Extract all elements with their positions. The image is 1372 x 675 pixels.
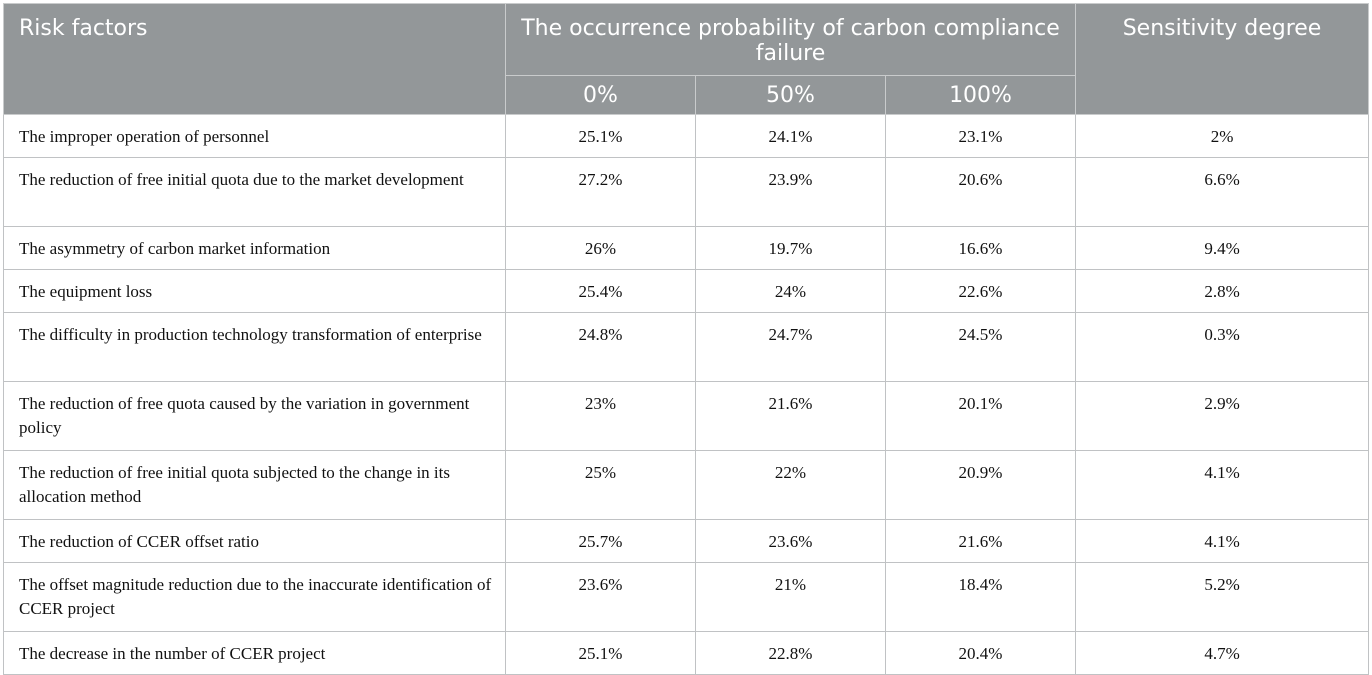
header-probability-group: The occurrence probability of carbon com… [504, 3, 1077, 76]
probability-0-cell: 24.8% [505, 312, 696, 382]
risk-factor-cell: The improper operation of personnel [3, 114, 506, 158]
table-row: The decrease in the number of CCER proje… [3, 631, 1370, 675]
table-row: The asymmetry of carbon market informati… [3, 226, 1370, 270]
probability-50-cell: 24.1% [695, 114, 886, 158]
risk-factor-cell: The decrease in the number of CCER proje… [3, 631, 506, 675]
sensitivity-cell: 2.8% [1075, 269, 1370, 313]
sensitivity-cell: 2.9% [1075, 381, 1370, 451]
table-row: The reduction of CCER offset ratio 25.7%… [3, 519, 1370, 563]
probability-100-cell: 18.4% [884, 562, 1077, 632]
probability-0-cell: 25.4% [505, 269, 696, 313]
probability-100-cell: 20.6% [884, 157, 1077, 227]
probability-100-cell: 22.6% [884, 269, 1077, 313]
risk-factor-cell: The reduction of free quota caused by th… [3, 381, 506, 451]
probability-50-cell: 21% [695, 562, 886, 632]
probability-50-cell: 24% [695, 269, 886, 313]
risk-sensitivity-table: Risk factors The occurrence probability … [3, 3, 1370, 675]
probability-0-cell: 25% [505, 450, 696, 520]
probability-0-cell: 23% [505, 381, 696, 451]
probability-100-cell: 24.5% [884, 312, 1077, 382]
probability-100-cell: 20.4% [884, 631, 1077, 675]
table-row: The reduction of free initial quota subj… [3, 450, 1370, 520]
table-row: The improper operation of personnel 25.1… [3, 114, 1370, 158]
probability-0-cell: 25.1% [505, 631, 696, 675]
header-risk-factors: Risk factors [3, 3, 506, 115]
sensitivity-cell: 4.7% [1075, 631, 1370, 675]
risk-factor-cell: The reduction of CCER offset ratio [3, 519, 506, 563]
probability-50-cell: 24.7% [695, 312, 886, 382]
risk-factor-cell: The reduction of free initial quota due … [3, 157, 506, 227]
risk-factor-cell: The difficulty in production technology … [3, 312, 506, 382]
probability-100-cell: 16.6% [884, 226, 1077, 270]
probability-0-cell: 25.1% [505, 114, 696, 158]
probability-0-cell: 25.7% [505, 519, 696, 563]
table-row: The difficulty in production technology … [3, 312, 1370, 382]
header-level-0: 0% [505, 75, 696, 115]
probability-50-cell: 23.9% [695, 157, 886, 227]
header-level-100: 100% [884, 75, 1077, 115]
probability-50-cell: 23.6% [695, 519, 886, 563]
sensitivity-cell: 4.1% [1075, 450, 1370, 520]
sensitivity-cell: 5.2% [1075, 562, 1370, 632]
probability-50-cell: 21.6% [695, 381, 886, 451]
probability-100-cell: 21.6% [884, 519, 1077, 563]
probability-50-cell: 22% [695, 450, 886, 520]
probability-50-cell: 19.7% [695, 226, 886, 270]
probability-100-cell: 23.1% [884, 114, 1077, 158]
table-row: The reduction of free initial quota due … [3, 157, 1370, 227]
table-header: Risk factors The occurrence probability … [3, 3, 1370, 115]
risk-factor-cell: The asymmetry of carbon market informati… [3, 226, 506, 270]
table-row: The equipment loss 25.4% 24% 22.6% 2.8% [3, 269, 1370, 313]
header-sensitivity: Sensitivity degree [1075, 3, 1370, 115]
probability-100-cell: 20.1% [884, 381, 1077, 451]
risk-factor-cell: The reduction of free initial quota subj… [3, 450, 506, 520]
table-row: The reduction of free quota caused by th… [3, 381, 1370, 451]
sensitivity-cell: 0.3% [1075, 312, 1370, 382]
probability-0-cell: 26% [505, 226, 696, 270]
probability-50-cell: 22.8% [695, 631, 886, 675]
sensitivity-cell: 9.4% [1075, 226, 1370, 270]
probability-0-cell: 23.6% [505, 562, 696, 632]
table-row: The offset magnitude reduction due to th… [3, 562, 1370, 632]
probability-100-cell: 20.9% [884, 450, 1077, 520]
sensitivity-cell: 6.6% [1075, 157, 1370, 227]
header-level-50: 50% [695, 75, 886, 115]
sensitivity-cell: 2% [1075, 114, 1370, 158]
sensitivity-cell: 4.1% [1075, 519, 1370, 563]
probability-0-cell: 27.2% [505, 157, 696, 227]
risk-factor-cell: The offset magnitude reduction due to th… [3, 562, 506, 632]
risk-factor-cell: The equipment loss [3, 269, 506, 313]
table-body: The improper operation of personnel 25.1… [3, 114, 1370, 675]
